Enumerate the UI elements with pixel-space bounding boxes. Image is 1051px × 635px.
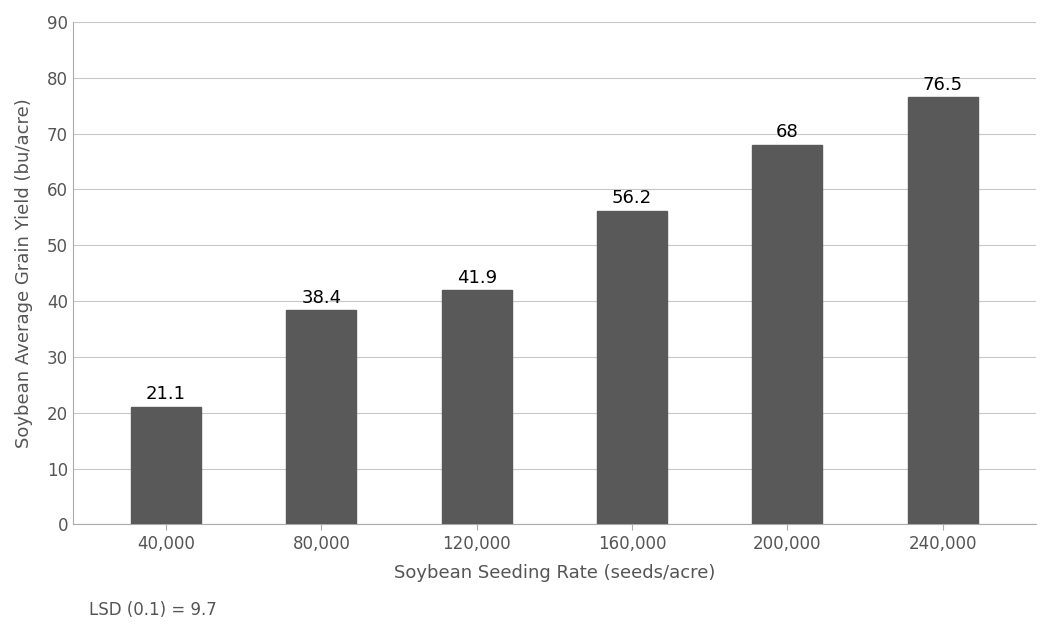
Bar [287, 310, 356, 525]
Text: 38.4: 38.4 [302, 289, 342, 307]
Text: 41.9: 41.9 [457, 269, 497, 287]
Bar [597, 211, 667, 525]
X-axis label: Soybean Seeding Rate (seeds/acre): Soybean Seeding Rate (seeds/acre) [394, 564, 715, 582]
Text: 76.5: 76.5 [923, 76, 963, 94]
Bar [753, 145, 822, 525]
Bar [908, 97, 977, 525]
Bar [441, 290, 512, 525]
Bar [131, 406, 201, 525]
Text: LSD (0.1) = 9.7: LSD (0.1) = 9.7 [89, 601, 218, 619]
Text: 68: 68 [776, 123, 799, 142]
Text: 56.2: 56.2 [612, 189, 653, 207]
Y-axis label: Soybean Average Grain Yield (bu/acre): Soybean Average Grain Yield (bu/acre) [15, 98, 33, 448]
Text: 21.1: 21.1 [146, 385, 186, 403]
